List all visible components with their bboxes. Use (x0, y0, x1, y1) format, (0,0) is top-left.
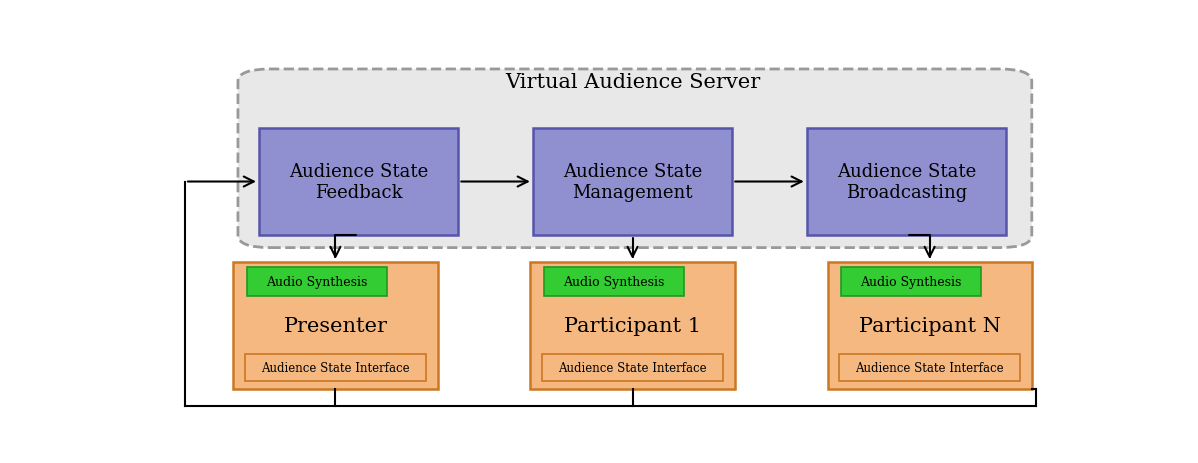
Text: Audience State
Broadcasting: Audience State Broadcasting (837, 163, 976, 201)
Text: Audience State Interface: Audience State Interface (855, 361, 1004, 374)
Text: Participant N: Participant N (859, 316, 1000, 335)
Bar (531, 263, 734, 389)
FancyBboxPatch shape (238, 70, 1031, 248)
Text: Participant 1: Participant 1 (564, 316, 701, 335)
Text: Audience State Interface: Audience State Interface (558, 361, 707, 374)
Text: Audience State
Feedback: Audience State Feedback (289, 163, 428, 201)
Bar (828, 263, 1031, 389)
Bar (247, 268, 387, 296)
Bar (259, 129, 459, 236)
Bar (533, 129, 732, 236)
Bar (806, 129, 1006, 236)
Text: Presenter: Presenter (284, 316, 387, 335)
Text: Audio Synthesis: Audio Synthesis (266, 275, 368, 288)
Bar (234, 263, 437, 389)
Text: Audience State Interface: Audience State Interface (261, 361, 410, 374)
Text: Virtual Audience Server: Virtual Audience Server (504, 73, 761, 92)
Bar (839, 354, 1021, 381)
Bar (244, 354, 426, 381)
Text: Audio Synthesis: Audio Synthesis (860, 275, 962, 288)
Text: Audience State
Management: Audience State Management (563, 163, 702, 201)
Bar (541, 354, 724, 381)
Bar (841, 268, 981, 296)
Bar (544, 268, 684, 296)
Text: Audio Synthesis: Audio Synthesis (563, 275, 665, 288)
